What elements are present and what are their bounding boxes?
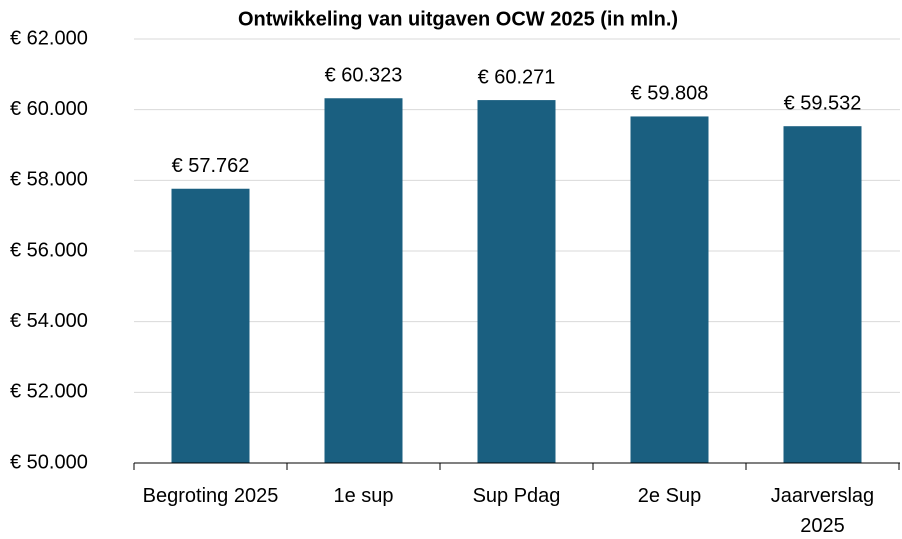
chart-title: Ontwikkeling van uitgaven OCW 2025 (in m… [238, 8, 678, 30]
data-label: € 60.323 [325, 65, 403, 87]
x-tick-label-box: Sup Pdag [472, 485, 561, 507]
data-label: € 59.532 [784, 92, 862, 114]
data-label: € 59.808 [631, 83, 709, 105]
x-tick-label: 2e Sup [637, 485, 702, 507]
bar [171, 188, 250, 463]
y-tick-label: € 56.000 [10, 239, 88, 261]
y-tick-label: € 50.000 [10, 451, 88, 473]
data-label: € 60.271 [478, 66, 556, 88]
bar [783, 126, 862, 463]
x-tick-label-box: Begroting 2025 [142, 485, 279, 507]
y-tick-label: € 62.000 [10, 27, 88, 49]
y-tick-label: € 58.000 [10, 169, 88, 191]
x-tick-label-box: 1e sup [333, 485, 394, 507]
bar [630, 116, 709, 463]
bar [324, 98, 403, 463]
x-tick-label: Jaarverslag 2025 [770, 485, 875, 537]
y-tick-label: € 52.000 [10, 381, 88, 403]
x-tick-label-box: Jaarverslag 2025 [770, 485, 875, 537]
bar [477, 100, 556, 463]
y-tick-label: € 60.000 [10, 98, 88, 120]
x-tick-label: Begroting 2025 [142, 485, 279, 507]
x-tick-label-box: 2e Sup [637, 485, 702, 507]
x-tick-label: Sup Pdag [472, 485, 561, 507]
data-label: € 57.762 [172, 155, 250, 177]
x-tick-label: 1e sup [333, 485, 394, 507]
y-tick-label: € 54.000 [10, 310, 88, 332]
